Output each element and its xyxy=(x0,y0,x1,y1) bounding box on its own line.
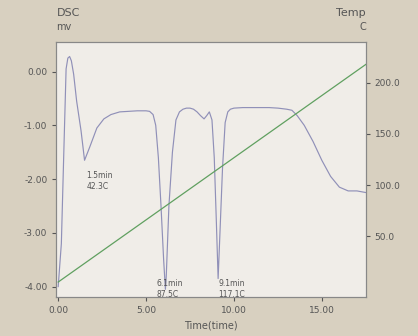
Text: Temp: Temp xyxy=(336,8,366,18)
Text: C: C xyxy=(359,22,366,32)
Text: 1.5min
42.3C: 1.5min 42.3C xyxy=(86,171,113,191)
Text: mv: mv xyxy=(56,22,71,32)
Text: DSC: DSC xyxy=(56,8,80,18)
Text: 6.1min
87.5C: 6.1min 87.5C xyxy=(157,279,183,299)
X-axis label: Time(time): Time(time) xyxy=(184,321,238,331)
Text: 9.1min
117.1C: 9.1min 117.1C xyxy=(218,279,245,299)
